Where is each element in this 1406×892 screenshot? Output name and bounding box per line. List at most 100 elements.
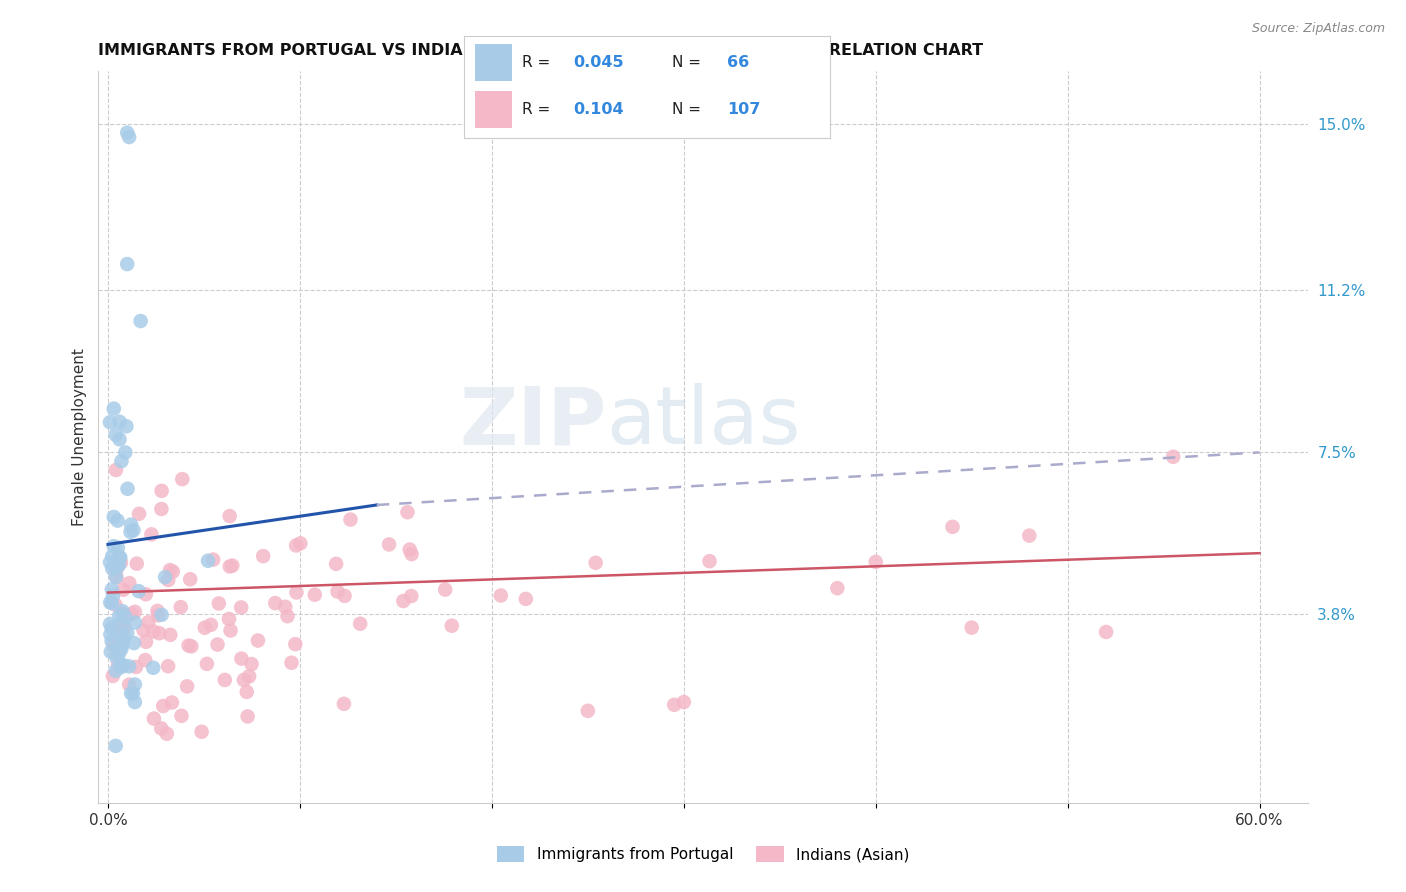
Point [129,314,152,328]
Point [122,523,145,537]
Point [142,712,165,726]
Point [124,677,146,691]
Point [252,549,274,563]
Point [699,554,721,568]
Point [122,686,145,700]
Point [104,463,127,477]
Point [128,507,150,521]
Point [865,555,887,569]
Point [135,634,157,648]
Point [112,628,135,642]
Point [112,658,135,673]
Point [100,634,122,648]
Legend: Immigrants from Portugal, Indians (Asian): Immigrants from Portugal, Indians (Asian… [491,840,915,868]
Point [960,621,983,635]
Point [121,607,143,621]
Point [276,609,298,624]
Point [103,638,125,652]
Point [179,572,201,586]
Point [170,600,193,615]
Point [135,587,157,601]
Bar [475,44,512,81]
Point [1095,625,1118,640]
Point [108,432,131,446]
Point [132,624,155,638]
Point [98,555,121,569]
Text: ZIP: ZIP [458,384,606,461]
Point [134,653,156,667]
Point [304,588,326,602]
Point [146,608,169,623]
Point [489,589,512,603]
Point [142,661,165,675]
Point [233,673,256,687]
Point [290,536,312,550]
Point [112,582,135,597]
Point [141,527,163,541]
Point [148,626,170,640]
Text: 66: 66 [727,54,749,70]
Point [108,558,131,573]
Point [118,130,141,145]
Point [153,570,176,584]
Text: atlas: atlas [606,384,800,461]
Point [112,632,135,647]
Point [100,627,122,641]
Point [159,563,181,577]
Point [98,415,121,429]
Point [246,633,269,648]
Text: 0.045: 0.045 [574,54,624,70]
Point [152,699,174,714]
Point [103,401,125,416]
Point [274,599,297,614]
Point [396,505,419,519]
Point [264,596,287,610]
Point [122,636,145,650]
Point [125,557,148,571]
Point [285,539,308,553]
Point [231,651,253,665]
Point [118,659,141,673]
Point [114,445,136,459]
Point [128,584,150,599]
Point [221,558,243,573]
Point [207,638,229,652]
Point [111,604,134,618]
Point [672,695,695,709]
Point [114,610,136,624]
Point [585,556,607,570]
Y-axis label: Female Unemployment: Female Unemployment [72,348,87,526]
Point [208,597,231,611]
Point [214,673,236,687]
Point [120,686,142,700]
Point [218,612,240,626]
Point [284,637,307,651]
Point [115,126,138,140]
Point [107,514,129,528]
Point [280,656,302,670]
Point [110,550,132,565]
Point [160,696,183,710]
Point [434,582,457,597]
Point [240,657,263,672]
Point [515,591,537,606]
Point [114,621,136,635]
Point [110,658,132,673]
Point [378,537,401,551]
Point [197,554,219,568]
Point [104,428,127,442]
Point [98,595,121,609]
Point [105,563,128,577]
Point [103,539,125,553]
Point [150,607,173,622]
Point [218,559,240,574]
Point [285,585,308,599]
Point [104,570,127,584]
Point [170,708,193,723]
Point [107,647,129,661]
Point [194,621,217,635]
Point [156,727,179,741]
Point [104,739,127,753]
Point [105,650,128,665]
Point [108,608,131,623]
